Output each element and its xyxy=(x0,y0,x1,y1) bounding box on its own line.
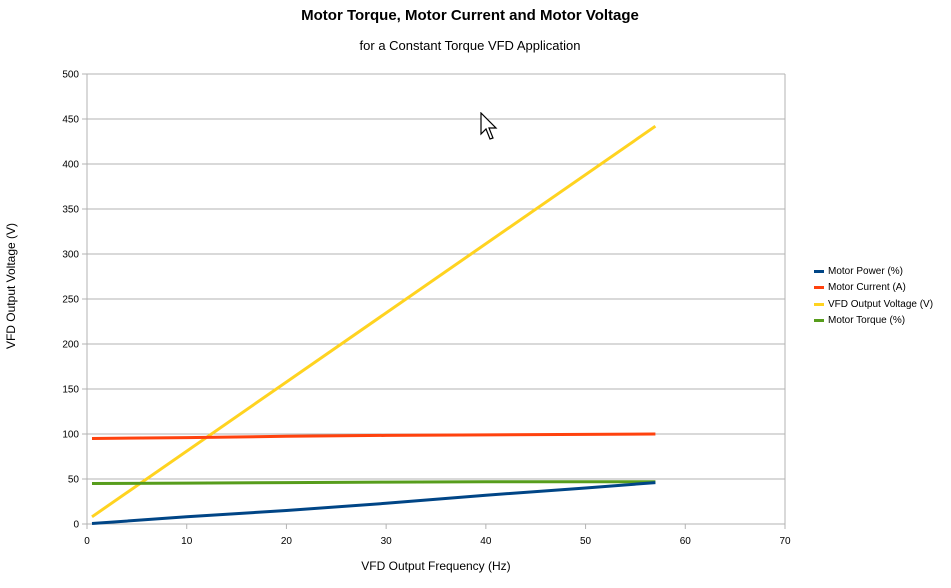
y-tick-label: 350 xyxy=(62,205,79,216)
y-tick-label: 400 xyxy=(62,160,79,171)
x-axis-label: VFD Output Frequency (Hz) xyxy=(361,559,511,573)
legend-label: Motor Power (%) xyxy=(828,265,904,277)
y-tick-label: 450 xyxy=(62,115,79,126)
series-lines xyxy=(91,124,657,525)
legend: Motor Power (%) Motor Current (A) VFD Ou… xyxy=(814,263,933,329)
series-line-motor-torque xyxy=(91,480,656,485)
mouse-cursor-icon xyxy=(480,112,498,140)
legend-item-motor-power: Motor Power (%) xyxy=(814,263,933,280)
series-line-motor-current-a xyxy=(91,432,656,440)
y-tick-label: 100 xyxy=(62,430,79,441)
x-tick-label: 20 xyxy=(281,536,293,547)
x-tick-label: 60 xyxy=(680,536,692,547)
legend-swatch xyxy=(814,269,824,273)
y-tick-label: 250 xyxy=(62,295,79,306)
y-tick-label: 50 xyxy=(68,475,80,486)
gridlines xyxy=(86,73,786,525)
legend-item-vfd-output-voltage: VFD Output Voltage (V) xyxy=(814,296,933,313)
chart-subtitle: for a Constant Torque VFD Application xyxy=(359,38,581,53)
legend-swatch xyxy=(814,286,824,290)
y-tick-label: 0 xyxy=(73,520,79,531)
x-tick-label: 70 xyxy=(779,536,791,547)
legend-label: Motor Current (A) xyxy=(828,282,906,294)
x-tick-label: 30 xyxy=(381,536,393,547)
legend-swatch xyxy=(814,302,824,306)
x-tick-label: 10 xyxy=(181,536,193,547)
x-axis: 0 10 20 30 40 50 60 70 xyxy=(84,524,791,547)
y-axis: 0 50 100 150 200 250 300 350 400 450 500 xyxy=(62,70,87,531)
y-tick-label: 500 xyxy=(62,70,79,81)
legend-item-motor-current: Motor Current (A) xyxy=(814,280,933,297)
legend-label: VFD Output Voltage (V) xyxy=(828,298,934,310)
y-tick-label: 150 xyxy=(62,385,79,396)
y-tick-label: 300 xyxy=(62,250,79,261)
legend-swatch xyxy=(814,319,824,323)
legend-label: Motor Torque (%) xyxy=(828,315,906,327)
series-line-vfd-output-voltage-v xyxy=(91,124,657,519)
chart-title: Motor Torque, Motor Current and Motor Vo… xyxy=(301,7,639,24)
x-tick-label: 40 xyxy=(480,536,492,547)
y-axis-label: VFD Output Voltage (V) xyxy=(4,222,18,350)
x-tick-label: 0 xyxy=(84,536,90,547)
x-tick-label: 50 xyxy=(580,536,592,547)
legend-item-motor-torque: Motor Torque (%) xyxy=(814,313,933,330)
series-line-motor-power xyxy=(91,481,656,525)
y-tick-label: 200 xyxy=(62,340,79,351)
